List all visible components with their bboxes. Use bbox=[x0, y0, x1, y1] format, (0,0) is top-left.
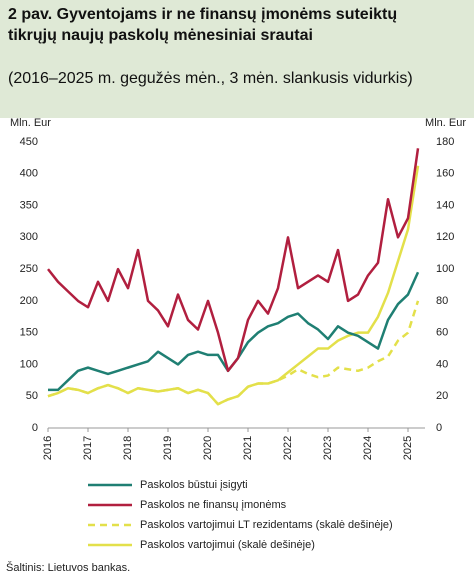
y2-tick-label: 140 bbox=[436, 199, 454, 211]
source: Šaltinis: Lietuvos bankas. bbox=[6, 561, 130, 574]
y2-axis-label: Mln. Eur bbox=[425, 117, 466, 129]
x-tick-label: 2018 bbox=[122, 436, 134, 460]
y2-tick-label: 160 bbox=[436, 168, 454, 180]
y-tick-label: 50 bbox=[26, 390, 38, 402]
legend-label: Paskolos ne finansų įmonėms bbox=[140, 499, 287, 511]
legend-label: Paskolos būstui įsigyti bbox=[140, 479, 248, 491]
y-tick-label: 250 bbox=[20, 263, 38, 275]
legend-label: Paskolos vartojimui (skalė dešinėje) bbox=[140, 539, 315, 551]
x-tick-label: 2020 bbox=[202, 436, 214, 460]
y2-tick-label: 120 bbox=[436, 231, 454, 243]
y-tick-label: 0 bbox=[32, 422, 38, 434]
series-line bbox=[47, 300, 420, 406]
y2-tick-label: 0 bbox=[436, 422, 442, 434]
x-tick-label: 2021 bbox=[242, 436, 254, 460]
x-tick-label: 2017 bbox=[82, 436, 94, 460]
y-tick-label: 350 bbox=[20, 199, 38, 211]
x-tick-label: 2019 bbox=[162, 436, 174, 460]
y2-tick-label: 20 bbox=[436, 390, 448, 402]
x-tick-label: 2022 bbox=[282, 436, 294, 460]
y2-tick-label: 60 bbox=[436, 327, 448, 339]
y-tick-label: 100 bbox=[20, 358, 38, 370]
y2-tick-label: 40 bbox=[436, 358, 448, 370]
y-tick-label: 400 bbox=[20, 168, 38, 180]
chart-subtitle: (2016–2025 m. gegužės mėn., 3 mėn. slank… bbox=[8, 70, 413, 87]
y2-tick-label: 80 bbox=[436, 295, 448, 307]
series-line bbox=[47, 165, 420, 406]
y2-tick-label: 100 bbox=[436, 263, 454, 275]
header: 2 pav. Gyventojams ir ne finansų įmonėms… bbox=[0, 0, 474, 118]
y-tick-label: 300 bbox=[20, 231, 38, 243]
x-tick-label: 2025 bbox=[402, 436, 414, 460]
x-tick-label: 2016 bbox=[42, 436, 54, 460]
y-axis-label: Mln. Eur bbox=[10, 117, 51, 129]
x-tick-label: 2024 bbox=[362, 436, 374, 460]
y-tick-label: 450 bbox=[20, 136, 38, 148]
y2-tick-label: 180 bbox=[436, 136, 454, 148]
y-tick-label: 150 bbox=[20, 327, 38, 339]
y-tick-label: 200 bbox=[20, 295, 38, 307]
series-line bbox=[47, 148, 420, 373]
legend-label: Paskolos vartojimui LT rezidentams (skal… bbox=[140, 519, 393, 531]
x-tick-label: 2023 bbox=[322, 436, 334, 460]
chart-title: 2 pav. Gyventojams ir ne finansų įmonėms… bbox=[8, 6, 398, 44]
